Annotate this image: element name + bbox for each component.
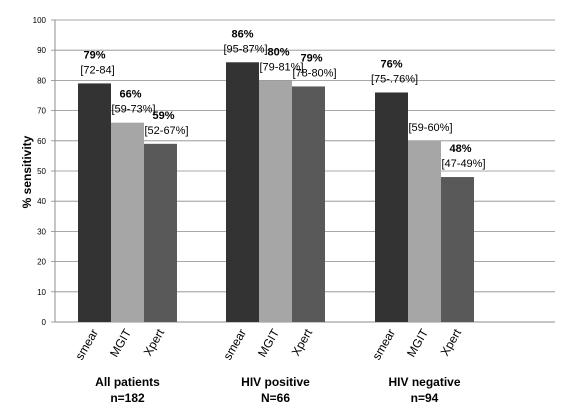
data-label-percent: 79% xyxy=(83,49,105,61)
x-tick-label: smear xyxy=(220,327,249,363)
y-axis-label: % sensitivity xyxy=(20,135,34,208)
data-label-ci: [59-73%] xyxy=(111,104,155,116)
x-tick-label: smear xyxy=(72,327,101,363)
bar-smear xyxy=(375,92,408,322)
y-tick-label: 50 xyxy=(37,167,46,176)
data-label-percent: 76% xyxy=(380,58,402,70)
data-label-percent: 48% xyxy=(449,143,471,155)
x-tick-label: MGIT xyxy=(107,326,134,360)
y-tick-label: 40 xyxy=(37,197,46,206)
y-tick-label: 80 xyxy=(37,76,46,85)
group-count: n=182 xyxy=(110,391,145,405)
data-label-ci: [75-.76%] xyxy=(371,73,418,85)
data-label-ci: [47-49%] xyxy=(441,158,485,170)
bar-smear xyxy=(78,83,111,322)
y-tick-label: 100 xyxy=(33,16,47,25)
bar-smear xyxy=(226,62,259,322)
x-tick-label: Xpert xyxy=(438,326,465,358)
data-label-percent: 59% xyxy=(152,110,174,122)
labels: 79% [72-84] smear 66% [59-73%] MGIT 59% [52-67%… xyxy=(72,28,485,405)
group-count: n=94 xyxy=(411,391,439,405)
y-tick-label: 90 xyxy=(37,46,46,55)
x-tick-label: MGIT xyxy=(404,326,431,360)
bar-mgit xyxy=(408,140,441,322)
bar-xpert xyxy=(144,143,177,322)
group-label: All patients xyxy=(95,375,160,389)
data-label-percent: 66% xyxy=(119,89,141,101)
bar-xpert xyxy=(441,177,474,322)
x-tick-label: Xpert xyxy=(141,326,168,358)
y-tick-label: 10 xyxy=(37,288,46,297)
y-tick-label: 60 xyxy=(37,137,46,146)
data-label-ci: [78-80%] xyxy=(292,67,336,79)
group-label: HIV negative xyxy=(388,375,460,389)
y-tick-label: 0 xyxy=(42,318,47,327)
data-label-ci: [72-84] xyxy=(80,64,114,76)
y-tick-label: 20 xyxy=(37,258,46,267)
y-tick-label: 30 xyxy=(37,227,46,236)
x-tick-label: MGIT xyxy=(255,326,282,360)
group-count: N=66 xyxy=(261,391,290,405)
data-label-ci: [52-67%] xyxy=(144,125,188,137)
bars xyxy=(78,62,474,323)
data-label-ci: [59-60%] xyxy=(408,122,452,134)
x-tick-label: smear xyxy=(369,327,398,363)
data-label-percent: 86% xyxy=(231,28,253,40)
bar-mgit xyxy=(259,80,292,323)
data-label-percent: 79% xyxy=(300,52,322,64)
data-label-percent: 80% xyxy=(267,46,289,58)
data-label-ci: [79-81%] xyxy=(259,61,303,73)
bar-xpert xyxy=(292,86,325,322)
bar-mgit xyxy=(111,122,144,323)
y-tick-label: 70 xyxy=(37,107,46,116)
data-label-ci: [95-87%] xyxy=(223,43,267,55)
x-tick-label: Xpert xyxy=(289,326,316,358)
group-label: HIV positive xyxy=(241,375,310,389)
